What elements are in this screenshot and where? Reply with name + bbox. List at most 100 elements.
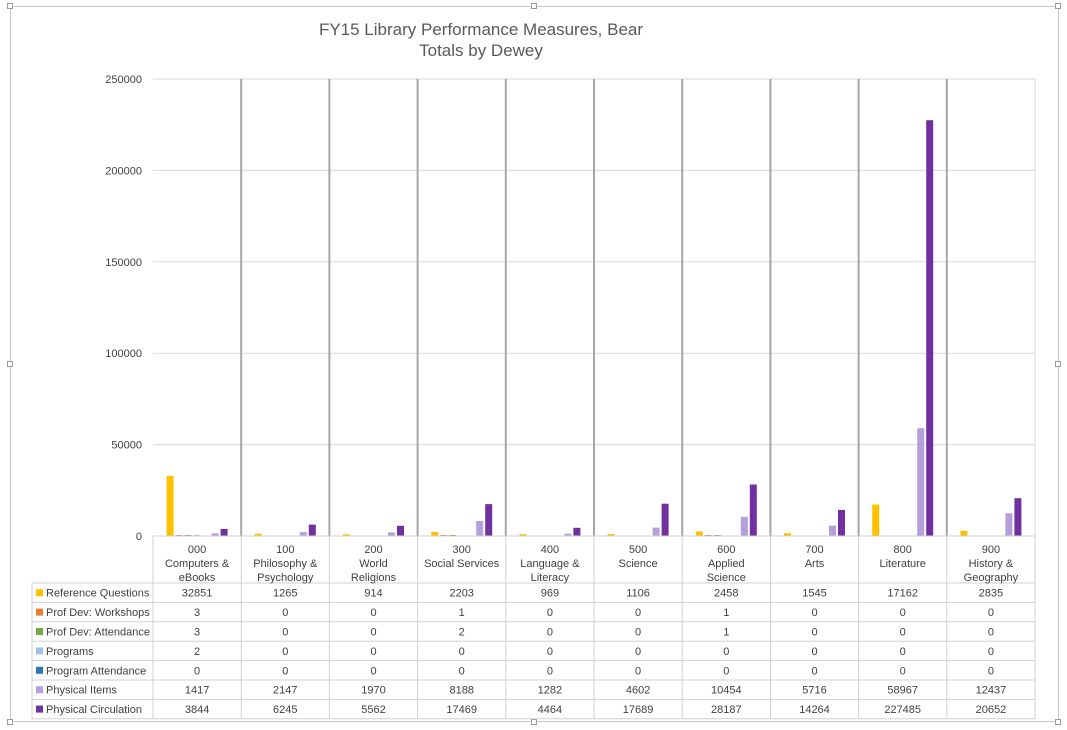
category-label-line: 700 (805, 544, 823, 556)
data-table-value: 0 (370, 627, 376, 639)
resize-handle-top[interactable] (531, 3, 537, 9)
category-label: 300 Social Services (424, 544, 500, 570)
resize-handle-top-left[interactable] (7, 3, 13, 9)
legend-key (36, 608, 43, 616)
bar (431, 532, 439, 536)
data-table-value: 2458 (714, 588, 738, 600)
data-table-value: 8188 (449, 685, 473, 697)
category-label-line: 600 (717, 544, 735, 556)
legend-label: Program Attendance (46, 665, 146, 677)
data-table-value: 2203 (449, 588, 473, 600)
resize-handle-bottom-right[interactable] (1055, 719, 1061, 725)
data-table-value: 1106 (626, 588, 650, 600)
bar (652, 527, 660, 536)
data-table-value: 0 (282, 646, 288, 658)
data-table-value: 1282 (538, 685, 562, 697)
category-label-line: Religions (351, 572, 397, 584)
y-tick-label: 150000 (105, 257, 142, 269)
chart-title-line: Totals by Dewey (419, 41, 543, 60)
data-table-value: 0 (811, 607, 817, 619)
data-table-value: 0 (900, 627, 906, 639)
resize-handle-bottom[interactable] (531, 719, 537, 725)
data-table-value: 0 (194, 665, 200, 677)
legend-key (36, 628, 43, 635)
bar (299, 532, 307, 536)
category-label-line: eBooks (179, 572, 216, 584)
bar (838, 509, 845, 536)
category-label-line: 900 (982, 544, 1000, 556)
data-table-value: 0 (635, 627, 641, 639)
data-table-value: 0 (370, 646, 376, 658)
bar (784, 533, 791, 536)
y-axis-tick-labels: 0 50000 100000 150000 200000 250000 (105, 74, 142, 543)
data-table-value: 1970 (361, 685, 385, 697)
data-table-value: 17689 (623, 704, 654, 716)
category-label-line: 100 (276, 544, 294, 556)
resize-handle-top-right[interactable] (1055, 3, 1061, 9)
legend-key (36, 705, 43, 713)
bar (397, 525, 404, 536)
data-table-value: 10454 (711, 685, 742, 697)
data-table-value: 0 (370, 607, 376, 619)
data-table-value: 0 (282, 665, 288, 677)
category-label-line: 300 (453, 544, 471, 556)
category-label-line: History & (969, 558, 1014, 570)
bar (1014, 498, 1022, 536)
data-table-value: 2 (459, 627, 465, 639)
bar (829, 525, 836, 536)
legend-label: Physical Items (46, 685, 117, 697)
category-label-line: Science (707, 572, 746, 584)
data-table-value: 6245 (273, 704, 297, 716)
data-table-value: 17162 (887, 588, 918, 600)
resize-handle-right[interactable] (1055, 361, 1061, 367)
data-table-value: 0 (811, 665, 817, 677)
category-label-line: Social Services (424, 558, 500, 570)
bars (166, 120, 1022, 536)
data-table-value: 2 (194, 646, 200, 658)
data-table-value: 0 (811, 627, 817, 639)
category-label-line: 000 (188, 544, 206, 556)
bar (749, 484, 757, 536)
category-label-line: Applied (708, 558, 745, 570)
data-table-value: 3 (194, 627, 200, 639)
data-table-value: 0 (547, 607, 553, 619)
data-table-value: 4464 (538, 704, 562, 716)
data-table-value: 0 (547, 646, 553, 658)
data-table-value: 0 (988, 627, 994, 639)
category-label-line: World (359, 558, 388, 570)
category-label-line: Science (619, 558, 658, 570)
data-table-value: 1 (723, 607, 729, 619)
bar (519, 534, 527, 536)
data-table-value: 1 (723, 627, 729, 639)
y-tick-label: 250000 (105, 74, 142, 86)
data-table-value: 0 (723, 665, 729, 677)
data-table-value: 0 (282, 607, 288, 619)
data-table-value: 0 (635, 665, 641, 677)
bar (343, 534, 350, 536)
data-table-value: 3 (194, 607, 200, 619)
bar (661, 503, 669, 536)
category-label-line: 200 (364, 544, 382, 556)
data-table-value: 0 (900, 646, 906, 658)
legend-key (36, 589, 43, 597)
data-table-value: 0 (900, 607, 906, 619)
bar (308, 524, 316, 536)
y-tick-label: 0 (136, 531, 142, 543)
bar (388, 532, 395, 536)
resize-handle-bottom-left[interactable] (7, 719, 13, 725)
y-tick-label: 50000 (111, 440, 142, 452)
data-table-value: 2147 (273, 685, 297, 697)
legend-label: Physical Circulation (46, 704, 142, 716)
data-table-value: 1417 (185, 685, 209, 697)
data-table-value: 1 (459, 607, 465, 619)
category-label-line: Psychology (257, 572, 314, 584)
bar (917, 428, 925, 536)
category-label: 400 Language & Literacy (520, 544, 580, 584)
resize-handle-left[interactable] (7, 361, 13, 367)
bar (564, 533, 572, 536)
category-label-line: 500 (629, 544, 647, 556)
category-label-line: Geography (964, 572, 1019, 584)
bar (1005, 513, 1013, 536)
data-table-value: 4602 (626, 685, 650, 697)
